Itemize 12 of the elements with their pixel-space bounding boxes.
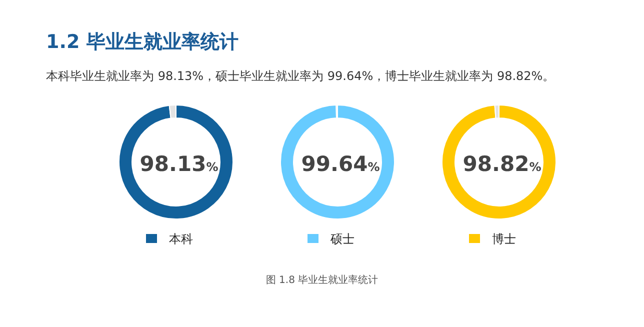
- donut-slice: [118, 104, 234, 220]
- legend-label: 本科: [169, 232, 193, 246]
- donut-slice: [280, 104, 395, 220]
- legend-label: 硕士: [330, 232, 354, 246]
- data-label: 98.13%: [140, 152, 218, 176]
- legend-label: 博士: [492, 232, 516, 246]
- data-label: 99.64%: [301, 152, 380, 176]
- caption: 图 1.8 毕业生就业率统计: [266, 274, 378, 286]
- text: 本科毕业生就业率为 98.13%，硕士毕业生就业率为 99.64%，博士毕业生就业率为 98.82%。: [46, 69, 555, 83]
- donut-slice: [442, 104, 556, 220]
- text: 1.2 毕业生就业率统计: [46, 31, 238, 53]
- data-label: 98.82%: [462, 152, 542, 176]
